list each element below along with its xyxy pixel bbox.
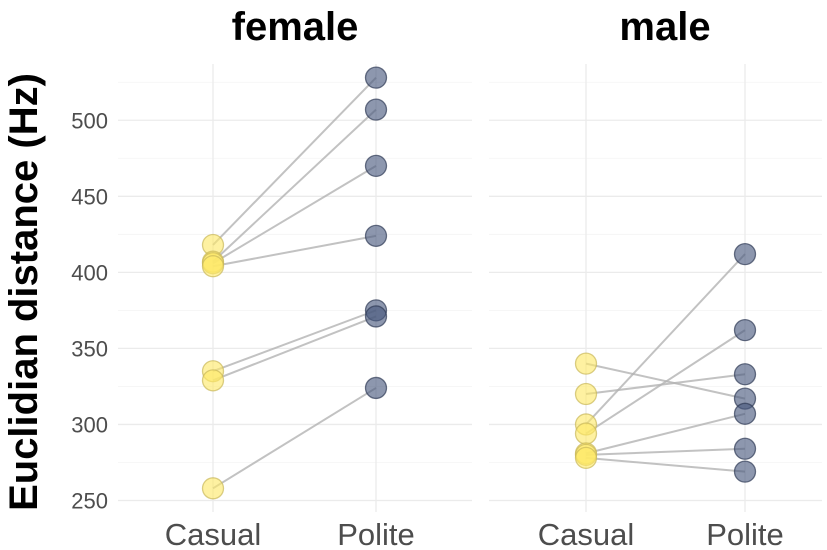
pair-line [212, 76, 377, 246]
point-polite [364, 154, 388, 178]
point-polite [733, 318, 757, 342]
facet-title-female: female [232, 5, 359, 49]
pair-line [585, 447, 746, 456]
x-tick-label: Casual [165, 517, 262, 550]
point-polite [733, 363, 757, 386]
pair-line [585, 412, 746, 455]
y-axis-title: Euclidian distance (Hz) [2, 73, 46, 511]
point-polite [733, 437, 757, 460]
grid-layer [118, 64, 822, 512]
line-layer [212, 76, 746, 490]
pair-line [212, 309, 377, 373]
point-casual [574, 352, 598, 375]
pair-line [585, 253, 746, 426]
point-polite [733, 242, 757, 266]
pair-line [212, 234, 377, 268]
y-tick-label: 250 [71, 489, 108, 514]
pair-line [212, 165, 377, 265]
x-tick-label: Polite [337, 517, 415, 550]
point-polite [733, 402, 757, 425]
y-tick-label: 450 [71, 184, 108, 209]
pair-line [212, 108, 377, 263]
y-tick-label: 350 [71, 336, 108, 361]
point-polite [733, 460, 757, 483]
x-tick-label: Casual [538, 517, 635, 550]
point-polite [364, 66, 388, 89]
pair-line [212, 315, 377, 382]
point-polite [364, 305, 388, 328]
point-casual [201, 477, 225, 500]
point-polite [364, 98, 388, 121]
point-casual [201, 255, 225, 278]
point-casual [574, 446, 598, 470]
pair-line [585, 373, 746, 396]
pair-line [585, 329, 746, 435]
x-tick-label: Polite [706, 517, 784, 550]
point-casual [574, 382, 598, 406]
pair-line [212, 387, 377, 490]
y-tick-label: 300 [71, 412, 108, 437]
facet-title-male: male [619, 5, 710, 49]
text-layer: female male Euclidian distance (Hz) 250 3… [2, 5, 784, 550]
point-casual [574, 422, 598, 445]
point-polite [364, 224, 388, 247]
y-tick-label: 500 [71, 108, 108, 133]
pair-line [585, 456, 746, 473]
point-layer [201, 66, 757, 500]
y-tick-label: 400 [71, 260, 108, 285]
point-polite [364, 376, 388, 400]
point-casual [201, 369, 225, 392]
